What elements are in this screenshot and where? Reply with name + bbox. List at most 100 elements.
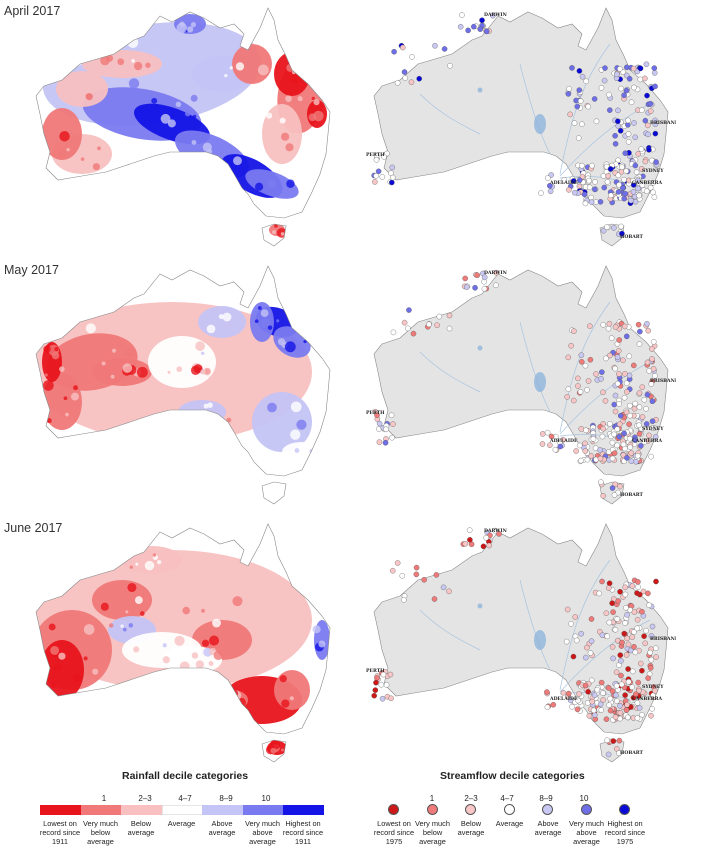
streamflow-station	[432, 42, 438, 49]
rainfall-anomaly-patch	[157, 559, 162, 565]
streamflow-station	[561, 177, 568, 183]
rainfall-anomaly-patch	[85, 93, 93, 101]
city-label: BRISBANE	[650, 120, 676, 126]
month-label-june: June 2017	[4, 521, 63, 535]
streamflow-station	[639, 667, 645, 674]
rainfall-anomaly-patch	[229, 66, 233, 70]
rainfall-anomaly-patch	[200, 351, 205, 355]
streamflow-station	[372, 687, 379, 693]
streamflow-station	[597, 701, 604, 708]
streamflow-station	[649, 356, 655, 362]
streamflow-station	[457, 23, 464, 30]
streamflow-station	[648, 712, 654, 719]
streamflow-station	[612, 141, 619, 147]
streamflow-station	[383, 682, 390, 688]
city-label: BRISBANE	[650, 636, 676, 642]
streamflow-station	[596, 590, 603, 597]
streamflow-station	[639, 182, 646, 188]
city-label: HOBART	[620, 750, 644, 756]
streamflow-station	[576, 442, 583, 449]
rainfall-anomaly-patch	[134, 596, 143, 605]
rainfall-anomaly-patch	[167, 119, 176, 128]
streamflow-station	[617, 710, 624, 716]
streamflow-station	[391, 48, 397, 55]
rainfall-anomaly-patch	[151, 97, 158, 104]
streamflow-station	[601, 184, 608, 191]
streamflow-station	[614, 426, 621, 432]
streamflow-station	[615, 189, 622, 195]
streamflow-station	[648, 381, 655, 387]
city-label: CANBERRA	[632, 180, 662, 186]
streamflow-station	[607, 352, 613, 359]
streamflow-station	[576, 87, 583, 93]
streamflow-station	[635, 679, 642, 686]
streamflow-station	[636, 192, 642, 199]
streamflow-station	[544, 689, 550, 695]
streamflow-station	[645, 590, 651, 597]
rainfall-anomaly-patch	[145, 62, 151, 68]
rainfall-anomaly-patch	[131, 59, 135, 63]
rainfall-anomaly-patch	[318, 640, 326, 648]
river	[519, 63, 551, 155]
streamflow-station	[483, 28, 490, 35]
streamflow-station	[607, 166, 614, 172]
streamflow-station	[587, 323, 593, 329]
city-label: BRISBANE	[650, 378, 676, 384]
streamflow-station	[611, 225, 617, 231]
streamflow-station	[627, 412, 633, 419]
streamflow-station	[608, 192, 614, 199]
streamflow-station	[601, 77, 608, 84]
streamflow-station	[570, 397, 577, 404]
streamflow-station	[410, 330, 417, 337]
streamflow-station	[380, 671, 387, 678]
streamflow-station	[632, 134, 639, 141]
streamflow-station	[648, 453, 654, 460]
streamflow-station	[643, 61, 650, 68]
streamflow-station	[632, 649, 639, 656]
rainfall-anomaly-patch	[176, 366, 183, 372]
rainfall-legend-title: Rainfall decile categories	[122, 770, 249, 782]
streamflow-station	[577, 389, 584, 395]
streamflow-station	[598, 376, 604, 382]
rainfall-anomaly-patch	[192, 114, 197, 119]
streamflow-station	[637, 76, 644, 83]
streamflow-station	[627, 402, 633, 409]
streamflow-station	[625, 139, 632, 145]
streamflow-station	[550, 701, 557, 708]
streamflow-station	[557, 443, 564, 450]
streamflow-station	[624, 389, 630, 395]
rainfall-anomaly-patch	[179, 661, 190, 672]
streamflow-station	[375, 168, 382, 175]
streamflow-station	[577, 98, 584, 104]
streamflow-marker	[542, 804, 553, 815]
streamflow-station	[617, 702, 623, 709]
streamflow-station	[379, 695, 386, 702]
river	[519, 321, 551, 413]
streamflow-station	[614, 442, 620, 449]
streamflow-station	[623, 652, 630, 658]
rainfall-anomaly-patch	[274, 223, 278, 228]
rainfall-anomaly-patch	[267, 402, 277, 413]
streamflow-station	[628, 197, 634, 204]
rainfall-anomaly-patch	[254, 182, 264, 191]
streamflow-station	[643, 627, 649, 634]
streamflow-map: DARWIN PERTH ADELAIDE BRISBANE SYDNEY CANBERR…	[366, 7, 676, 247]
streamflow-station	[568, 342, 574, 349]
city-label: CANBERRA	[632, 696, 662, 702]
streamflow-station	[635, 584, 641, 590]
rainfall-anomaly-patch	[190, 21, 197, 28]
streamflow-station	[459, 12, 465, 18]
streamflow-station	[619, 639, 625, 646]
streamflow-station	[649, 346, 655, 352]
streamflow-station	[625, 641, 632, 648]
streamflow-station	[615, 123, 622, 129]
streamflow-decile-label: 2–3	[464, 794, 478, 803]
streamflow-station	[571, 120, 578, 126]
streamflow-station	[642, 75, 648, 82]
streamflow-station	[413, 571, 420, 578]
streamflow-station	[609, 455, 616, 462]
rainfall-anomaly-region	[40, 640, 84, 700]
streamflow-station	[376, 439, 383, 445]
streamflow-station	[600, 690, 606, 696]
streamflow-map: DARWIN PERTH ADELAIDE BRISBANE SYDNEY CANBERR…	[366, 265, 676, 505]
